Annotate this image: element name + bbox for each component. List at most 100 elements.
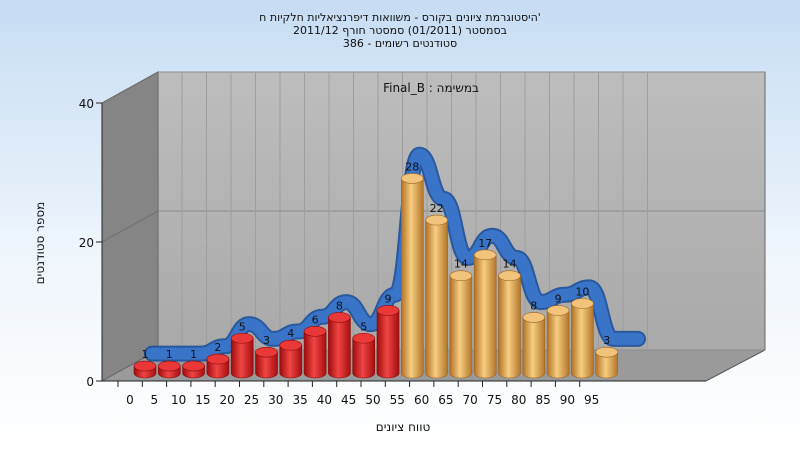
bar (133, 360, 157, 379)
bar-body (498, 275, 521, 379)
bar-cap (498, 270, 521, 282)
bar-body (352, 337, 375, 379)
bar-body (255, 351, 278, 379)
data-label: 8 (530, 299, 537, 312)
gridline (101, 210, 159, 243)
x-axis-title: טווח ציונים (376, 420, 431, 434)
y-tick-label: 20 (79, 236, 94, 250)
data-label: 14 (454, 258, 468, 271)
chart-title: היסטוגרמת ציונים בקורס - משוואות דיפרנצי… (0, 11, 800, 50)
bar (449, 270, 473, 379)
bar-cap (571, 298, 594, 309)
bar (473, 249, 497, 379)
x-tick-label: 70 (463, 393, 478, 407)
bar-body (595, 351, 618, 379)
data-label: 3 (603, 334, 610, 347)
x-tick-label: 45 (341, 393, 356, 407)
bar (546, 305, 570, 379)
x-tick-label: 90 (560, 393, 575, 407)
y-axis: 0 20 40 (79, 97, 103, 389)
bar-body (206, 358, 230, 379)
bar (206, 353, 230, 379)
bar-cap (206, 353, 230, 365)
bar-cap (230, 332, 254, 344)
x-tick-label: 95 (584, 393, 599, 407)
bar-body (303, 331, 327, 379)
bar-cap (352, 332, 376, 344)
x-tick-label: 25 (244, 393, 259, 407)
x-tick-label: 35 (292, 393, 307, 407)
x-tick-label: 85 (535, 393, 550, 407)
data-label: 1 (166, 348, 173, 361)
bar-cap (425, 214, 448, 226)
y-tick-label: 0 (86, 375, 94, 389)
data-label: 22 (430, 202, 444, 215)
bar-body (376, 310, 400, 379)
bar-cap (449, 270, 473, 282)
data-label: 2 (214, 341, 221, 354)
gridline (101, 71, 159, 104)
data-label: 5 (239, 320, 246, 333)
bar-body (571, 303, 594, 379)
data-label: 9 (555, 292, 562, 305)
bar (595, 346, 619, 379)
bar-body (279, 344, 303, 379)
bar-cap (133, 360, 157, 372)
bar (400, 173, 424, 379)
bar-cap (473, 249, 497, 261)
data-label: 3 (263, 334, 270, 347)
x-tick-label: 15 (195, 393, 210, 407)
bar-body (546, 310, 570, 379)
x-tick-label: 30 (268, 393, 283, 407)
bar-body (328, 317, 351, 379)
title-line-3: 386 - סטודנטים רשומים (342, 37, 458, 50)
x-tick-label: 20 (220, 393, 235, 407)
bar-cap (400, 173, 424, 184)
bar (182, 360, 205, 379)
y-axis-title: מספר סטודנטים (33, 202, 47, 285)
x-tick-label: 60 (414, 393, 429, 407)
data-label: 17 (478, 237, 492, 250)
data-label: 9 (385, 292, 392, 305)
x-tick-label: 80 (511, 393, 526, 407)
title-line-2: בסמסטר (01/2011) סמסטר חורף 2011/12 (293, 24, 507, 37)
title-line-1: היסטוגרמת ציונים בקורס - משוואות דיפרנצי… (259, 11, 541, 24)
data-label: 4 (287, 327, 294, 340)
x-tick-label: 40 (317, 393, 332, 407)
bar (571, 298, 594, 379)
bar-body (449, 275, 473, 379)
data-label: 1 (142, 348, 149, 361)
bar-cap (328, 312, 351, 323)
data-label: 10 (575, 286, 589, 299)
inner-task-label: Final_B : במשימה (383, 81, 479, 95)
y-tick-label: 40 (79, 97, 94, 111)
data-label: 8 (336, 299, 343, 312)
data-label: 1 (190, 348, 197, 361)
bar-body (473, 254, 497, 379)
bar (522, 312, 546, 379)
data-label: 14 (503, 258, 517, 271)
x-tick-label: 0 (126, 393, 134, 407)
data-label: 28 (405, 160, 419, 173)
bar-cap (158, 360, 181, 372)
bar (158, 360, 181, 379)
bar (230, 332, 254, 379)
bar-body (230, 337, 254, 379)
bar-body (522, 317, 546, 379)
bar-cap (376, 305, 400, 316)
x-axis: 0 5 10 15 20 25 30 35 40 45 50 55 60 65 70 75 80 85 90 95 (102, 380, 706, 407)
bar-cap (303, 325, 327, 337)
data-label: 5 (360, 320, 367, 333)
x-tick-label: 55 (390, 393, 405, 407)
bar (279, 339, 303, 379)
value-labels: 1 1 1 2 5 3 4 6 8 5 9 28 22 14 17 14 8 9 10 3 (142, 160, 611, 361)
bar-cap (522, 312, 546, 323)
bar-body (401, 178, 424, 379)
x-tick-label: 65 (438, 393, 453, 407)
x-tick-label: 5 (150, 393, 158, 407)
bar-cap (255, 346, 278, 358)
bar (328, 312, 351, 379)
bar (255, 346, 278, 379)
